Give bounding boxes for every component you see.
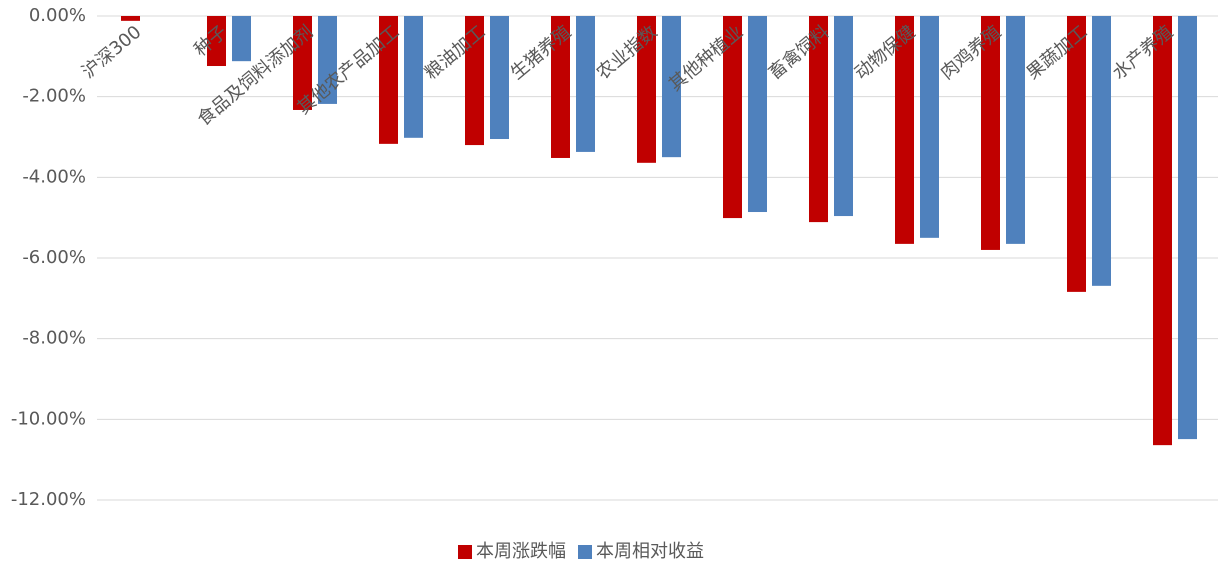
- bar: [920, 16, 939, 238]
- bar: [232, 16, 251, 62]
- bar: [748, 16, 767, 213]
- legend-swatch: [578, 545, 592, 559]
- bar: [1178, 16, 1197, 440]
- y-tick-label: -10.00%: [11, 408, 86, 429]
- bar: [834, 16, 853, 217]
- legend-swatch: [458, 545, 472, 559]
- bar: [981, 16, 1000, 250]
- bar: [465, 16, 484, 146]
- bar: [1153, 16, 1172, 446]
- bar: [207, 16, 226, 67]
- y-tick-label: -4.00%: [22, 166, 86, 187]
- bar: [723, 16, 742, 219]
- x-tick-label: 沪深300: [78, 22, 145, 83]
- legend-label: 本周相对收益: [596, 541, 704, 562]
- y-tick-label: -12.00%: [11, 489, 86, 510]
- bar: [637, 16, 656, 163]
- bar: [662, 16, 681, 158]
- y-tick-label: 0.00%: [29, 5, 86, 26]
- bar: [318, 16, 337, 104]
- bar: [404, 16, 423, 138]
- bar: [1006, 16, 1025, 244]
- bar: [895, 16, 914, 244]
- bar: [1092, 16, 1111, 286]
- y-tick-label: -6.00%: [22, 247, 86, 268]
- bar: [551, 16, 570, 158]
- bar: [490, 16, 509, 140]
- bar: [379, 16, 398, 144]
- legend-label: 本周涨跌幅: [476, 541, 566, 562]
- y-tick-label: -2.00%: [22, 86, 86, 107]
- y-tick-label: -8.00%: [22, 328, 86, 349]
- bar: [121, 16, 140, 21]
- bar: [293, 16, 312, 110]
- bar: [576, 16, 595, 152]
- bar: [809, 16, 828, 223]
- bar: [1067, 16, 1086, 292]
